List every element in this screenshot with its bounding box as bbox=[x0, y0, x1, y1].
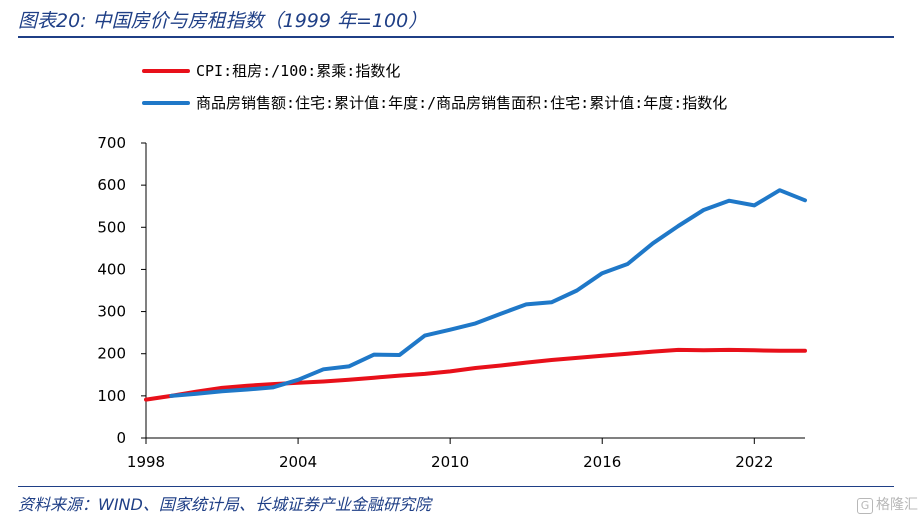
y-tick-label: 500 bbox=[97, 218, 126, 236]
x-tick-label: 2022 bbox=[735, 453, 773, 471]
watermark-logo-icon: G bbox=[857, 498, 873, 514]
x-tick-label: 1998 bbox=[127, 453, 165, 471]
watermark-text: 格隆汇 bbox=[876, 497, 918, 513]
y-tick-label: 400 bbox=[97, 260, 126, 278]
source-divider bbox=[18, 486, 894, 487]
series-group bbox=[144, 188, 807, 402]
title-divider bbox=[18, 36, 894, 38]
y-tick-label: 700 bbox=[97, 134, 126, 152]
x-tick-label: 2016 bbox=[583, 453, 621, 471]
source-note: 资料来源：WIND、国家统计局、长城证券产业金融研究院 bbox=[18, 495, 431, 514]
legend-label: 商品房销售额:住宅:累计值:年度:/商品房销售面积:住宅:累计值:年度:指数化 bbox=[196, 94, 727, 112]
x-tick-label: 2004 bbox=[279, 453, 317, 471]
chart-title: 图表20: 中国房价与房租指数（1999 年=100） bbox=[18, 10, 428, 32]
y-tick-label: 0 bbox=[116, 429, 126, 447]
x-tick-label: 2010 bbox=[431, 453, 469, 471]
legend-label: CPI:租房:/100:累乘:指数化 bbox=[196, 62, 400, 80]
y-tick-label: 100 bbox=[97, 387, 126, 405]
series-line-cpi-rent bbox=[144, 347, 807, 402]
y-tick-label: 300 bbox=[97, 303, 126, 321]
y-tick-label: 600 bbox=[97, 176, 126, 194]
series-line-housing-price bbox=[169, 188, 807, 398]
watermark: G 格隆汇 bbox=[857, 494, 918, 514]
y-tick-label: 200 bbox=[97, 345, 126, 363]
legend: CPI:租房:/100:累乘:指数化商品房销售额:住宅:累计值:年度:/商品房销… bbox=[142, 62, 727, 112]
axes: 0 100 200 300 400 500 600 700 1998 2004 2010 2016 20… bbox=[97, 134, 805, 471]
